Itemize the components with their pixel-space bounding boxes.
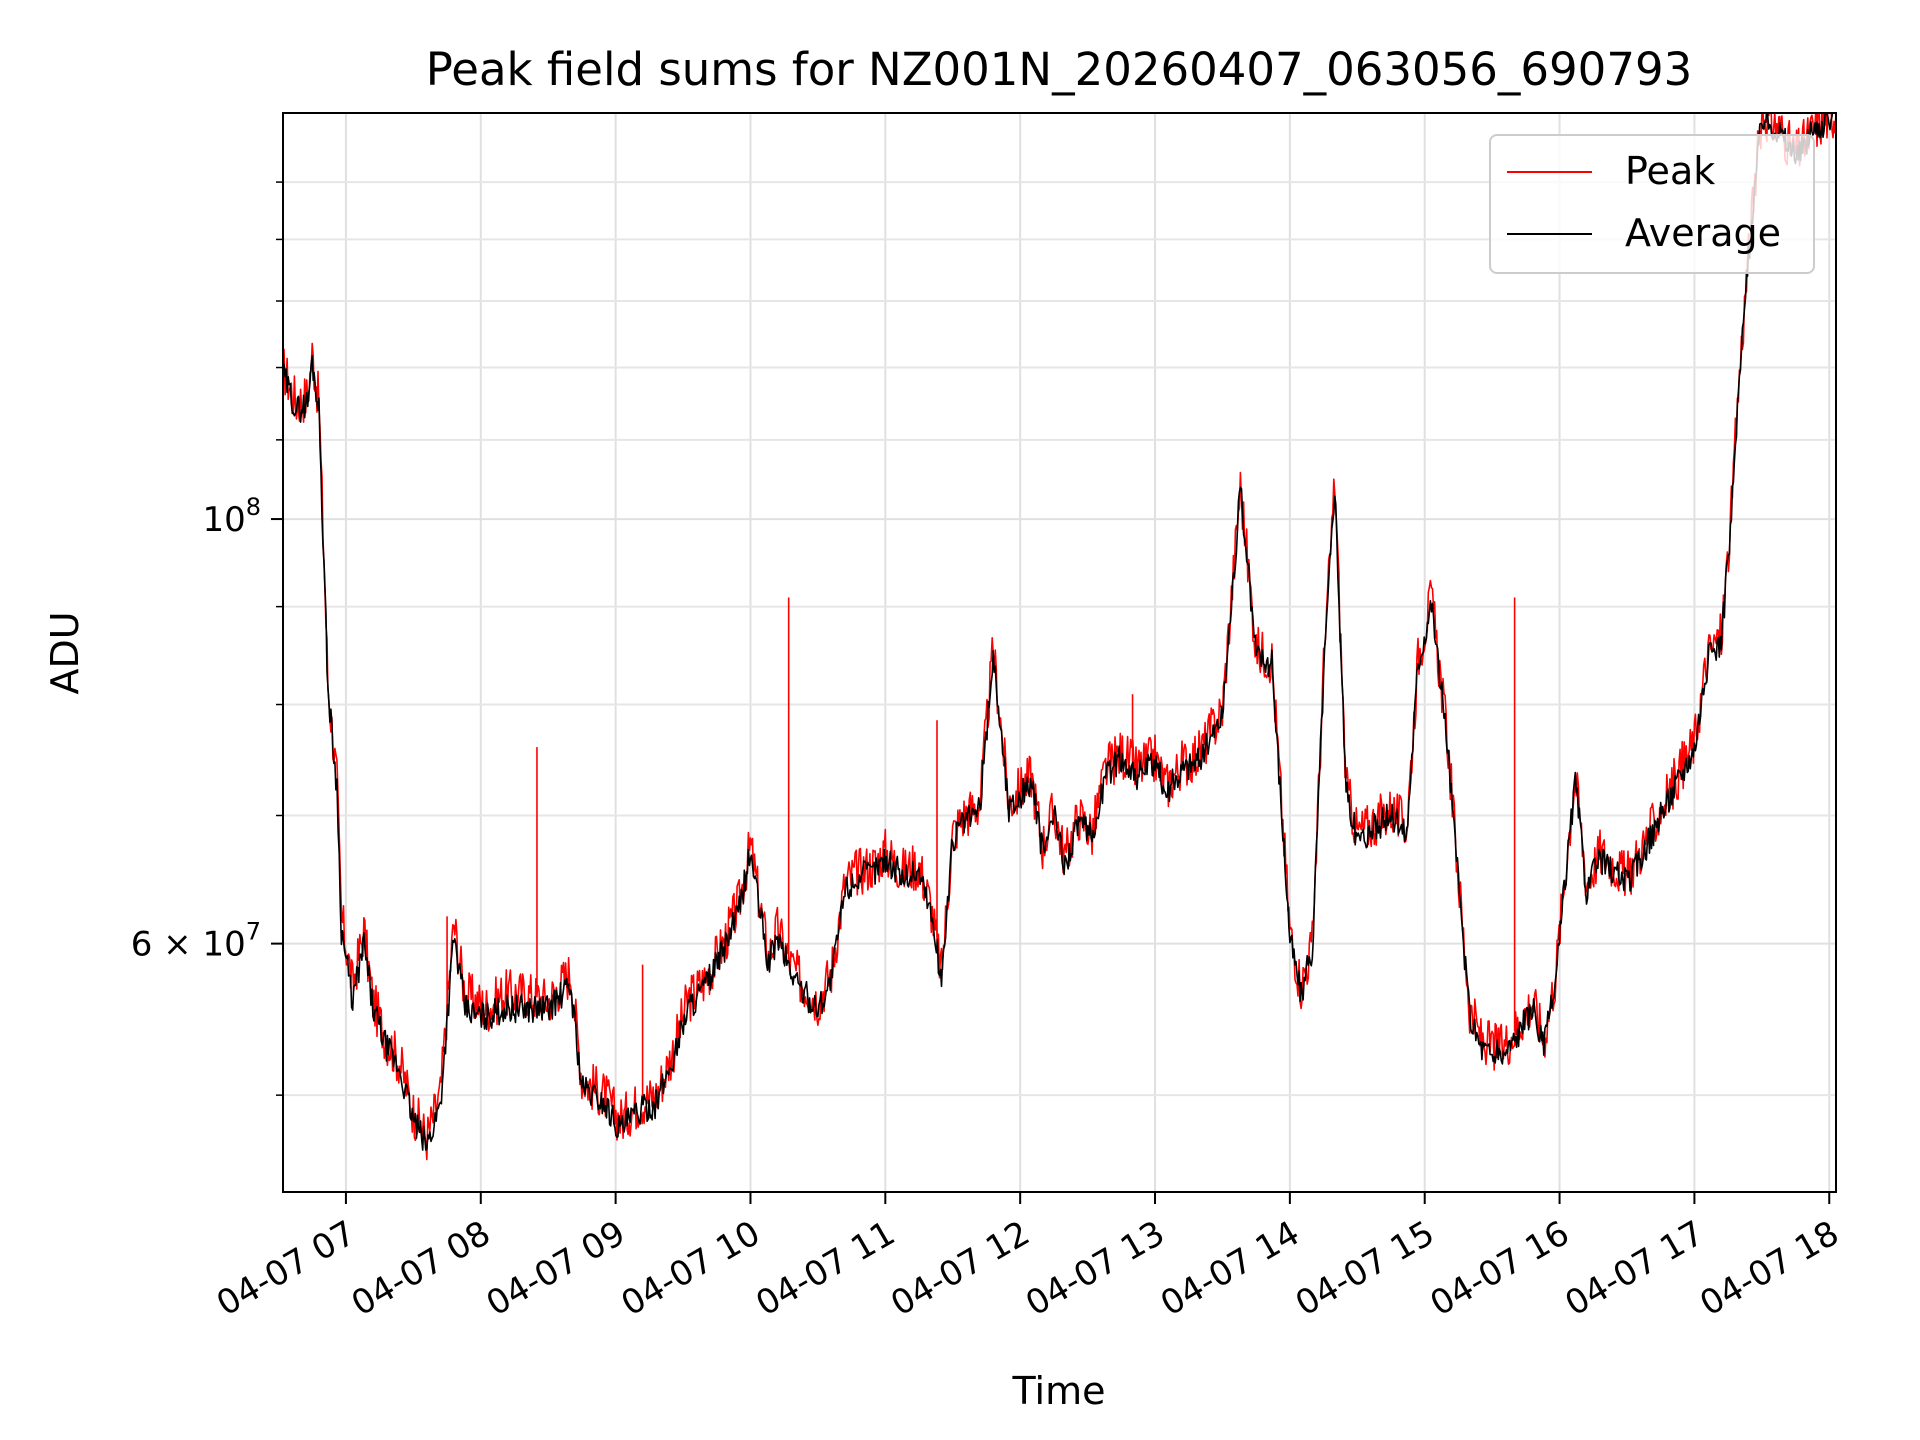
legend-label-peak: Peak (1625, 149, 1715, 193)
y-tick-label: 6 × 107 (131, 918, 261, 965)
plot-frame (282, 112, 1837, 1193)
series-line-average (283, 113, 1836, 1151)
chart-title: Peak field sums for NZ001N_20260407_0630… (426, 43, 1692, 96)
y-axis: 108 6 × 107 (131, 181, 283, 1096)
series-layer (283, 113, 1836, 1161)
y-axis-label: ADU (43, 611, 87, 694)
legend-box (1489, 134, 1815, 274)
legend: Peak Average (1489, 134, 1815, 274)
x-axis-label: Time (1012, 1369, 1106, 1413)
y-tick-label: 108 (202, 493, 261, 540)
legend-label-average: Average (1625, 211, 1781, 255)
